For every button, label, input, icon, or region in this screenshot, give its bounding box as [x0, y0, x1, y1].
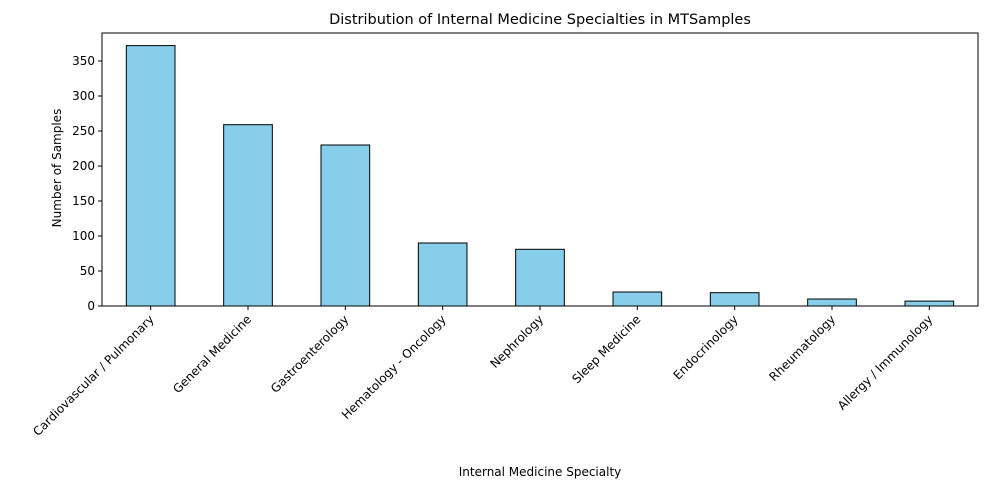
bar	[709, 292, 760, 307]
plot-frame	[101, 32, 979, 307]
y-axis-label: Number of Samples	[50, 109, 64, 228]
y-tick-label: 350	[72, 54, 95, 68]
y-ticks: 0 50 100 150 200 250 300 350	[72, 54, 102, 313]
y-tick-label: 0	[87, 299, 95, 313]
bar	[223, 124, 273, 307]
x-tick-label: Nephrology	[487, 312, 546, 371]
bar	[320, 144, 371, 307]
x-tick-label: Sleep Medicine	[569, 312, 643, 386]
x-ticks: Cardiovascular / Pulmonary General Medici…	[30, 306, 935, 439]
bar	[904, 300, 955, 307]
x-tick-label: Endocrinology	[671, 312, 741, 382]
x-tick-label: General Medicine	[170, 312, 254, 396]
x-tick-label: Allergy / Immunology	[835, 312, 936, 413]
bar	[515, 248, 565, 307]
y-tick-label: 250	[72, 124, 95, 138]
y-tick-label: 50	[80, 264, 95, 278]
y-tick-label: 200	[72, 159, 95, 173]
chart-title: Distribution of Internal Medicine Specia…	[329, 12, 751, 28]
bar	[807, 298, 857, 307]
y-tick-label: 100	[72, 229, 95, 243]
y-tick-label: 150	[72, 194, 95, 208]
bar	[125, 45, 176, 307]
bars-layer	[125, 45, 955, 307]
x-tick-label: Rheumatology	[766, 312, 838, 384]
x-tick-label: Hematology - Oncology	[339, 312, 449, 422]
y-tick-label: 300	[72, 89, 95, 103]
bar	[612, 291, 663, 307]
x-tick-label: Cardiovascular / Pulmonary	[30, 312, 157, 439]
bar	[417, 242, 468, 307]
x-axis-label: Internal Medicine Specialty	[459, 465, 622, 479]
x-tick-label: Gastroenterology	[268, 312, 352, 396]
